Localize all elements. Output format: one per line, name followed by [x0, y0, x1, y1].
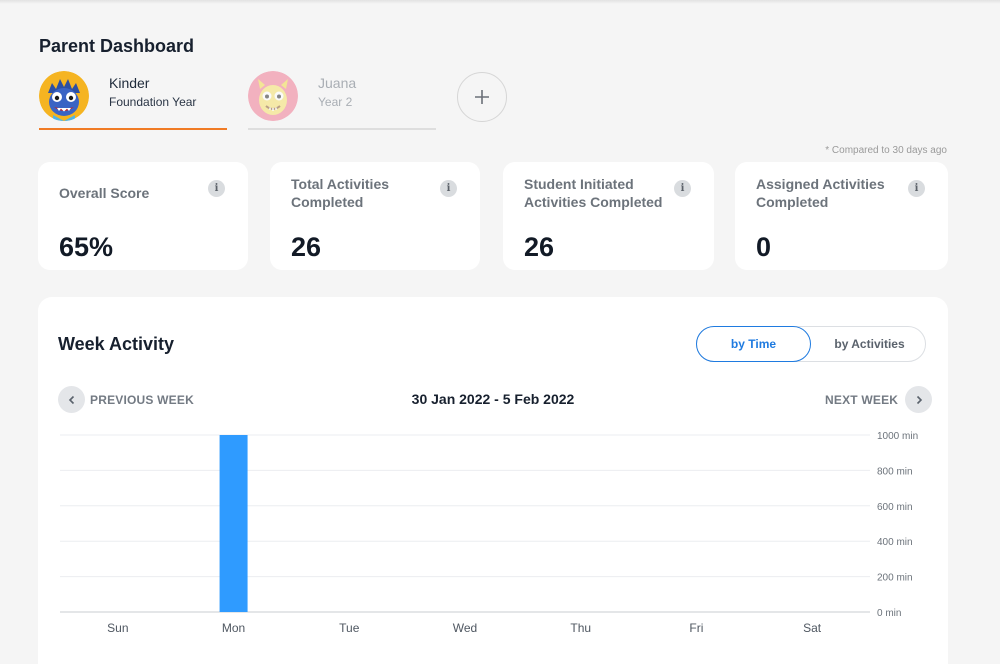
next-week-button[interactable]	[905, 386, 932, 413]
info-icon[interactable]: i	[440, 180, 457, 197]
next-week-link[interactable]: NEXT WEEK	[825, 393, 899, 407]
page-title: Parent Dashboard	[39, 36, 195, 56]
y-tick-label: 1000 min	[877, 431, 918, 442]
chevron-right-icon	[916, 395, 922, 404]
x-tick-label: Sun	[107, 621, 128, 635]
week-activity-chart: 0 min 200 min 400 min 600 min 800 min 1000 mi…	[60, 431, 918, 635]
x-tick-label: Sat	[803, 621, 822, 635]
date-range: 30 Jan 2022 - 5 Feb 2022	[411, 391, 575, 407]
view-toggle: by Time by Activities	[696, 326, 926, 362]
add-child-button[interactable]	[457, 72, 507, 122]
info-icon[interactable]: i	[908, 180, 925, 197]
y-tick-label: 600 min	[877, 502, 913, 513]
y-tick-label: 400 min	[877, 537, 913, 548]
week-activity-panel: Week Activity by Time by Activities PREV…	[38, 297, 948, 664]
stat-label: Assigned Activities Completed	[756, 176, 885, 210]
stat-value: 0	[756, 232, 772, 262]
child-name: Kinder	[109, 75, 150, 91]
y-tick-label: 0 min	[877, 608, 901, 619]
previous-week-button[interactable]	[58, 386, 85, 413]
y-tick-label: 800 min	[877, 466, 913, 477]
stat-card-overall-score: Overall Score i 65%	[38, 162, 248, 270]
child-tab-juana[interactable]: Juana Year 2	[248, 68, 436, 130]
stat-card-assigned-activities: Assigned Activities Completed i 0	[735, 162, 948, 270]
stat-card-student-initiated: Student Initiated Activities Completed i…	[503, 162, 714, 270]
y-tick-label: 200 min	[877, 573, 913, 584]
info-icon[interactable]: i	[674, 180, 691, 197]
stat-label: Overall Score	[59, 185, 150, 201]
x-tick-label: Mon	[222, 621, 245, 635]
week-activity-title: Week Activity	[58, 334, 175, 354]
toggle-by-time[interactable]: by Time	[696, 326, 811, 362]
stat-label: Total Activities Completed	[291, 176, 390, 210]
stat-value: 26	[524, 232, 555, 262]
info-icon[interactable]: i	[208, 180, 225, 197]
child-name: Juana	[318, 75, 357, 91]
blue-monster-avatar-icon	[39, 71, 89, 121]
stat-value: 26	[291, 232, 322, 262]
x-tick-label: Tue	[339, 621, 360, 635]
compare-note: * Compared to 30 days ago	[825, 145, 947, 156]
plus-icon	[475, 90, 489, 104]
x-tick-label: Fri	[689, 621, 703, 635]
toggle-by-activities[interactable]: by Activities	[834, 337, 905, 351]
x-tick-label: Thu	[570, 621, 591, 635]
x-tick-label: Wed	[453, 621, 477, 635]
child-tab-kinder[interactable]: Kinder Foundation Year	[39, 68, 227, 130]
previous-week-link[interactable]: PREVIOUS WEEK	[90, 393, 194, 407]
stat-label: Student Initiated Activities Completed	[524, 176, 663, 210]
chevron-left-icon	[68, 395, 74, 404]
top-shadow	[0, 0, 1000, 4]
yellow-monster-avatar-icon	[248, 71, 298, 121]
bar-mon	[219, 435, 248, 612]
child-year: Year 2	[318, 95, 353, 109]
stat-card-total-activities: Total Activities Completed i 26	[270, 162, 480, 270]
child-year: Foundation Year	[109, 95, 197, 109]
stat-value: 65%	[59, 232, 114, 262]
